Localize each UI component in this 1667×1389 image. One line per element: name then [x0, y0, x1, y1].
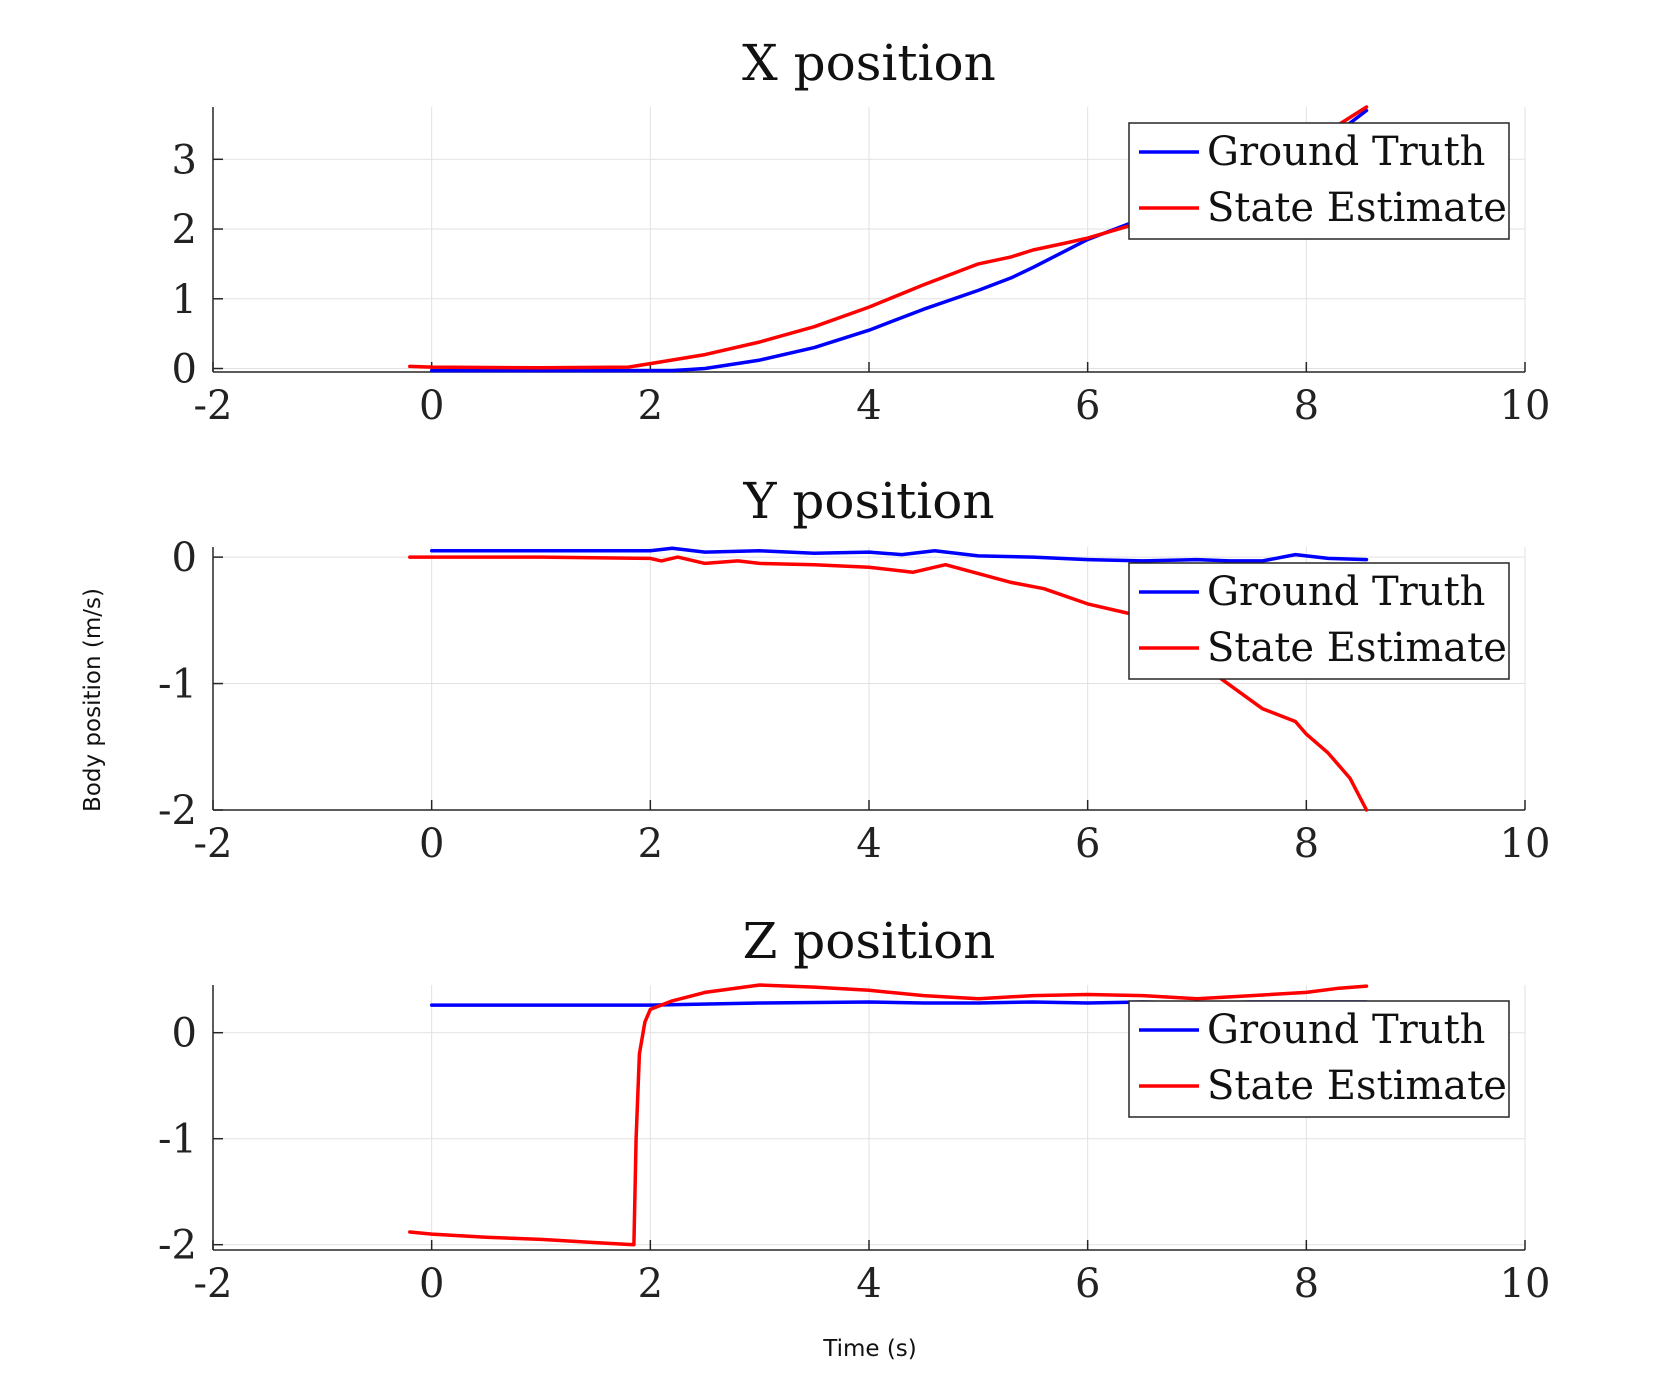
x-tick-label: -2 [194, 821, 233, 867]
y-axis-label: Body position (m/s) [80, 588, 106, 812]
x-tick-label: 6 [1075, 383, 1100, 429]
legend: Ground Truth State Estimate [1128, 1000, 1510, 1118]
legend-entry: Ground Truth [1207, 1007, 1485, 1053]
y-tick-label: -1 [158, 662, 197, 708]
x-tick-label: 10 [1500, 821, 1551, 867]
x-axis-label: Time (s) [822, 1336, 917, 1362]
x-tick-label: 6 [1075, 1261, 1100, 1307]
x-tick-label: 2 [638, 1261, 663, 1307]
legend: Ground Truth State Estimate [1128, 562, 1510, 680]
y-tick-label: 3 [172, 137, 197, 183]
x-tick-label: 0 [419, 821, 444, 867]
legend-box [1128, 562, 1510, 680]
x-tick-label: 8 [1294, 821, 1319, 867]
x-tick-label: 2 [638, 383, 663, 429]
y-tick-label: -1 [158, 1117, 197, 1163]
x-tick-label: 10 [1500, 1261, 1551, 1307]
chart-title: Y position [742, 472, 994, 530]
x-tick-label: 4 [856, 383, 881, 429]
legend-box [1128, 1000, 1510, 1118]
legend-entry: Ground Truth [1207, 569, 1485, 615]
y-tick-label: 1 [172, 277, 197, 323]
x-tick-label: -2 [194, 1261, 233, 1307]
series-line-ground-truth [429, 546, 1369, 563]
x-tick-label: 6 [1075, 821, 1100, 867]
y-tick-label: 0 [172, 535, 197, 581]
x-tick-label: 2 [638, 821, 663, 867]
series-line-state-estimate [408, 555, 1369, 812]
legend-entry: Ground Truth [1207, 129, 1485, 175]
y-tick-label: -2 [158, 1223, 197, 1269]
y-tick-label: 2 [172, 207, 197, 253]
x-tick-label: 8 [1294, 383, 1319, 429]
chart-title: X position [742, 34, 996, 92]
x-tick-label: 4 [856, 1261, 881, 1307]
legend-entry: State Estimate [1207, 1063, 1507, 1109]
x-tick-label: -2 [194, 383, 233, 429]
legend-entry: State Estimate [1207, 185, 1507, 231]
legend-box [1128, 122, 1510, 240]
x-tick-label: 4 [856, 821, 881, 867]
chart-title: Z position [743, 912, 996, 970]
y-tick-label: -2 [158, 788, 197, 834]
subplot-3: Z position -2 0 2 4 6 8 10 -2 -1 0 Ground Truth Stat… [158, 912, 1550, 1307]
x-tick-label: 0 [419, 1261, 444, 1307]
x-tick-label: 10 [1500, 383, 1551, 429]
x-tick-label: 0 [419, 383, 444, 429]
legend-entry: State Estimate [1207, 625, 1507, 671]
x-tick-label: 8 [1294, 1261, 1319, 1307]
series-line-state-estimate [408, 983, 1369, 1247]
subplot-2: Y position -2 0 2 4 6 8 10 -2 -1 0 Ground Truth Stat… [158, 472, 1550, 867]
y-tick-label: 0 [172, 1011, 197, 1057]
y-tick-label: 0 [172, 347, 197, 393]
legend: Ground Truth State Estimate [1128, 122, 1510, 240]
